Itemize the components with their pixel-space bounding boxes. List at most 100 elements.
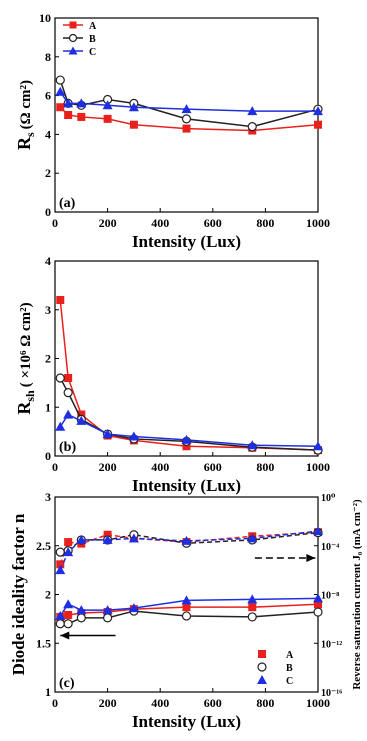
data-point xyxy=(314,120,322,129)
data-point xyxy=(313,106,323,116)
y-axis-label: Diode ideality factor n xyxy=(9,513,28,675)
data-point xyxy=(181,595,192,605)
data-point xyxy=(314,600,322,609)
x-tick-label: 600 xyxy=(204,216,222,230)
y-tick-label: 2 xyxy=(45,588,51,602)
data-point xyxy=(247,106,258,116)
series-A-right xyxy=(56,528,322,569)
data-point xyxy=(63,547,74,557)
data-point xyxy=(313,526,323,536)
data-point xyxy=(55,610,66,620)
x-tick-label: 0 xyxy=(52,696,58,710)
arrow-annotation-right xyxy=(254,553,316,562)
panel-label: (c) xyxy=(59,676,75,691)
x-tick-label: 600 xyxy=(204,696,222,710)
y2-tick-label: 10⁻⁸ xyxy=(321,591,339,602)
legend-entry-B: B xyxy=(257,662,293,674)
y-tick-label: 2 xyxy=(45,352,51,366)
panel-label: (b) xyxy=(59,440,76,455)
data-point xyxy=(102,605,113,615)
arrow-head xyxy=(306,553,316,562)
data-point xyxy=(63,98,74,108)
legend-label: A xyxy=(286,650,294,661)
data-point xyxy=(64,111,73,119)
series-A xyxy=(56,296,322,455)
data-point xyxy=(76,534,87,544)
data-point xyxy=(181,114,192,124)
legend-label: B xyxy=(89,34,96,45)
x-tick-label: 200 xyxy=(99,460,117,474)
legend-marker xyxy=(257,662,267,672)
data-point xyxy=(102,100,113,110)
series-C-left xyxy=(55,593,323,620)
series-line xyxy=(59,377,319,451)
panel-label: (a) xyxy=(59,196,76,211)
data-point xyxy=(76,613,86,623)
x-tick-label: 800 xyxy=(256,216,274,230)
y2-tick-label: 10⁰ xyxy=(321,493,336,504)
y-tick-label: 1.5 xyxy=(36,636,51,650)
legend-entry-C: C xyxy=(63,46,96,58)
legend-marker xyxy=(68,33,78,43)
y2-tick-label: 10⁻¹⁶ xyxy=(321,688,342,699)
data-point xyxy=(182,603,191,612)
series-C xyxy=(55,86,323,116)
data-point xyxy=(102,429,113,439)
legend-marker xyxy=(69,21,77,29)
data-point xyxy=(128,102,139,112)
y-axis-label-sub: s xyxy=(23,132,37,137)
series-C-right xyxy=(55,526,323,575)
x-tick-label: 1000 xyxy=(306,460,330,474)
data-point xyxy=(102,534,113,544)
data-point xyxy=(103,530,112,539)
plot-frame xyxy=(54,496,319,693)
x-tick-label: 800 xyxy=(256,696,274,710)
data-point xyxy=(128,533,139,543)
data-point xyxy=(64,538,73,547)
y-tick-label: 8 xyxy=(45,50,51,64)
data-point xyxy=(55,373,65,383)
data-point xyxy=(77,410,86,419)
legend-entry-B: B xyxy=(63,33,96,45)
legend-marker xyxy=(257,675,267,684)
data-point xyxy=(76,605,87,615)
y-axis-label-main: R xyxy=(14,136,34,150)
data-point xyxy=(63,599,74,609)
legend: ABC xyxy=(257,650,294,687)
x-tick-label: 1000 xyxy=(306,216,330,230)
data-point xyxy=(102,613,113,623)
legend-label: A xyxy=(89,21,97,32)
y-axis-label-sub: sh xyxy=(23,390,37,402)
y-tick-label: 0 xyxy=(45,205,51,219)
data-point xyxy=(128,431,139,441)
data-point xyxy=(247,533,258,543)
data-point xyxy=(313,441,323,451)
data-point xyxy=(63,409,74,419)
y-tick-label: 0 xyxy=(45,449,51,463)
data-point xyxy=(77,112,86,121)
y-tick-label: 6 xyxy=(45,89,51,103)
series-C xyxy=(55,409,323,451)
chart-panel-2: 0 200 400 600 800 1000 0 1 2 3 4 Intensity (Lux) Rsh… xyxy=(14,254,330,495)
y-axis-label-main: R xyxy=(14,401,34,415)
data-point xyxy=(129,120,138,129)
x-tick-label: 600 xyxy=(204,460,222,474)
data-point xyxy=(76,415,87,425)
data-point xyxy=(247,612,257,622)
y-tick-label: 1 xyxy=(45,400,51,414)
series-B xyxy=(55,75,323,132)
x-tick-label: 400 xyxy=(151,696,169,710)
y-tick-label: 2 xyxy=(45,166,51,180)
data-point xyxy=(55,421,66,431)
data-point xyxy=(247,440,258,450)
data-point xyxy=(181,535,192,545)
data-point xyxy=(56,296,65,304)
data-point xyxy=(64,374,73,382)
data-point xyxy=(128,603,139,613)
y-tick-label: 3 xyxy=(45,303,51,317)
data-point xyxy=(55,565,66,575)
data-point xyxy=(313,607,323,617)
y-axis-label: Rsh ( ×10⁶ Ω cm²) xyxy=(14,302,37,414)
y-tick-label: 10 xyxy=(39,11,51,25)
